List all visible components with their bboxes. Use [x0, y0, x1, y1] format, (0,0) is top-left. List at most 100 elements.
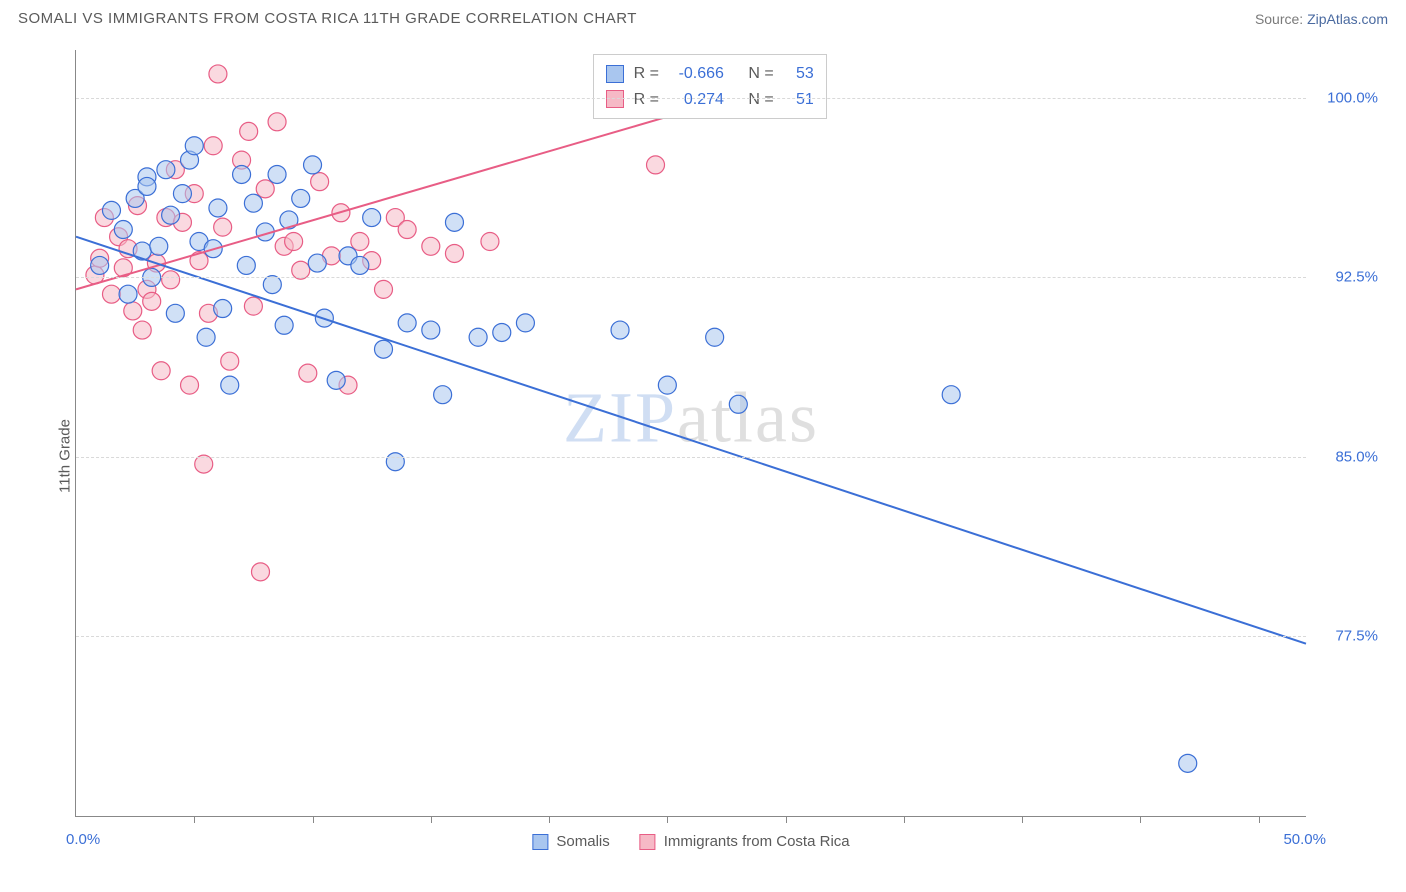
scatter-point-b: [124, 302, 142, 320]
y-tick-label: 77.5%: [1313, 628, 1378, 645]
plot-area: ZIPatlas R = -0.666 N = 53 R = 0.274 N =…: [75, 50, 1306, 817]
stats-r-label-b: R =: [634, 87, 659, 113]
scatter-point-a: [469, 328, 487, 346]
scatter-point-a: [185, 137, 203, 155]
scatter-point-a: [363, 209, 381, 227]
scatter-point-b: [214, 218, 232, 236]
scatter-point-a: [292, 189, 310, 207]
gridline-h: [76, 98, 1306, 99]
source-attribution: Source: ZipAtlas.com: [1255, 11, 1388, 27]
scatter-point-b: [256, 180, 274, 198]
scatter-point-a: [214, 300, 232, 318]
y-axis-label: 11th Grade: [56, 419, 73, 493]
scatter-point-a: [351, 256, 369, 274]
scatter-point-b: [647, 156, 665, 174]
scatter-point-a: [493, 323, 511, 341]
scatter-point-b: [375, 280, 393, 298]
chart-container: 11th Grade ZIPatlas R = -0.666 N = 53 R …: [20, 40, 1386, 872]
scatter-point-a: [516, 314, 534, 332]
scatter-point-a: [244, 194, 262, 212]
scatter-point-a: [375, 340, 393, 358]
scatter-point-a: [237, 256, 255, 274]
scatter-point-a: [729, 395, 747, 413]
chart-header: SOMALI VS IMMIGRANTS FROM COSTA RICA 11T…: [0, 0, 1406, 33]
scatter-point-a: [209, 199, 227, 217]
y-tick-label: 92.5%: [1313, 269, 1378, 286]
scatter-point-b: [299, 364, 317, 382]
scatter-point-a: [233, 165, 251, 183]
stats-r-value-a: -0.666: [669, 61, 724, 87]
stats-n-value-a: 53: [784, 61, 814, 87]
scatter-point-a: [150, 237, 168, 255]
legend-swatch-a: [532, 834, 548, 850]
legend-swatch-b: [640, 834, 656, 850]
legend-item-a: Somalis: [532, 833, 609, 850]
scatter-point-b: [221, 352, 239, 370]
scatter-point-b: [143, 292, 161, 310]
x-axis-max-label: 50.0%: [1283, 831, 1326, 848]
x-tick: [194, 816, 195, 823]
scatter-point-a: [119, 285, 137, 303]
stats-n-value-b: 51: [784, 87, 814, 113]
scatter-point-a: [162, 206, 180, 224]
scatter-point-b: [422, 237, 440, 255]
scatter-point-a: [445, 213, 463, 231]
scatter-point-b: [311, 173, 329, 191]
scatter-point-a: [157, 161, 175, 179]
scatter-point-b: [102, 285, 120, 303]
scatter-point-a: [942, 386, 960, 404]
stats-r-value-b: 0.274: [669, 87, 724, 113]
scatter-point-a: [434, 386, 452, 404]
scatter-point-b: [445, 244, 463, 262]
stats-r-label-a: R =: [634, 61, 659, 87]
stats-swatch-a: [606, 65, 624, 83]
scatter-point-a: [386, 453, 404, 471]
scatter-point-a: [275, 316, 293, 334]
scatter-point-a: [1179, 754, 1197, 772]
legend-label-b: Immigrants from Costa Rica: [664, 833, 850, 850]
scatter-point-a: [398, 314, 416, 332]
gridline-h: [76, 277, 1306, 278]
scatter-point-b: [152, 362, 170, 380]
scatter-point-a: [102, 201, 120, 219]
gridline-h: [76, 457, 1306, 458]
trend-line-a: [76, 237, 1306, 644]
scatter-point-b: [268, 113, 286, 131]
stats-n-label-a: N =: [748, 61, 773, 87]
scatter-point-a: [221, 376, 239, 394]
scatter-point-b: [133, 321, 151, 339]
stats-n-label-b: N =: [748, 87, 773, 113]
scatter-point-a: [308, 254, 326, 272]
chart-legend: Somalis Immigrants from Costa Rica: [532, 833, 849, 850]
y-tick-label: 85.0%: [1313, 448, 1378, 465]
scatter-point-a: [197, 328, 215, 346]
x-tick: [1022, 816, 1023, 823]
scatter-point-b: [481, 233, 499, 251]
scatter-point-a: [173, 185, 191, 203]
source-link[interactable]: ZipAtlas.com: [1307, 11, 1388, 27]
source-prefix: Source:: [1255, 11, 1307, 27]
scatter-point-a: [166, 304, 184, 322]
scatter-point-b: [398, 221, 416, 239]
scatter-point-a: [138, 177, 156, 195]
scatter-point-a: [327, 371, 345, 389]
scatter-point-b: [204, 137, 222, 155]
scatter-point-a: [114, 221, 132, 239]
x-tick: [313, 816, 314, 823]
scatter-point-a: [611, 321, 629, 339]
stats-row-b: R = 0.274 N = 51: [606, 87, 814, 113]
chart-title: SOMALI VS IMMIGRANTS FROM COSTA RICA 11T…: [18, 10, 637, 27]
x-tick: [786, 816, 787, 823]
x-tick: [431, 816, 432, 823]
plot-svg: [76, 50, 1306, 816]
stats-swatch-b: [606, 90, 624, 108]
scatter-point-a: [422, 321, 440, 339]
x-axis-min-label: 0.0%: [66, 831, 100, 848]
correlation-stats-box: R = -0.666 N = 53 R = 0.274 N = 51: [593, 54, 827, 119]
x-tick: [667, 816, 668, 823]
scatter-point-b: [162, 271, 180, 289]
scatter-point-b: [252, 563, 270, 581]
y-tick-label: 100.0%: [1313, 89, 1378, 106]
scatter-point-a: [268, 165, 286, 183]
legend-item-b: Immigrants from Costa Rica: [640, 833, 850, 850]
